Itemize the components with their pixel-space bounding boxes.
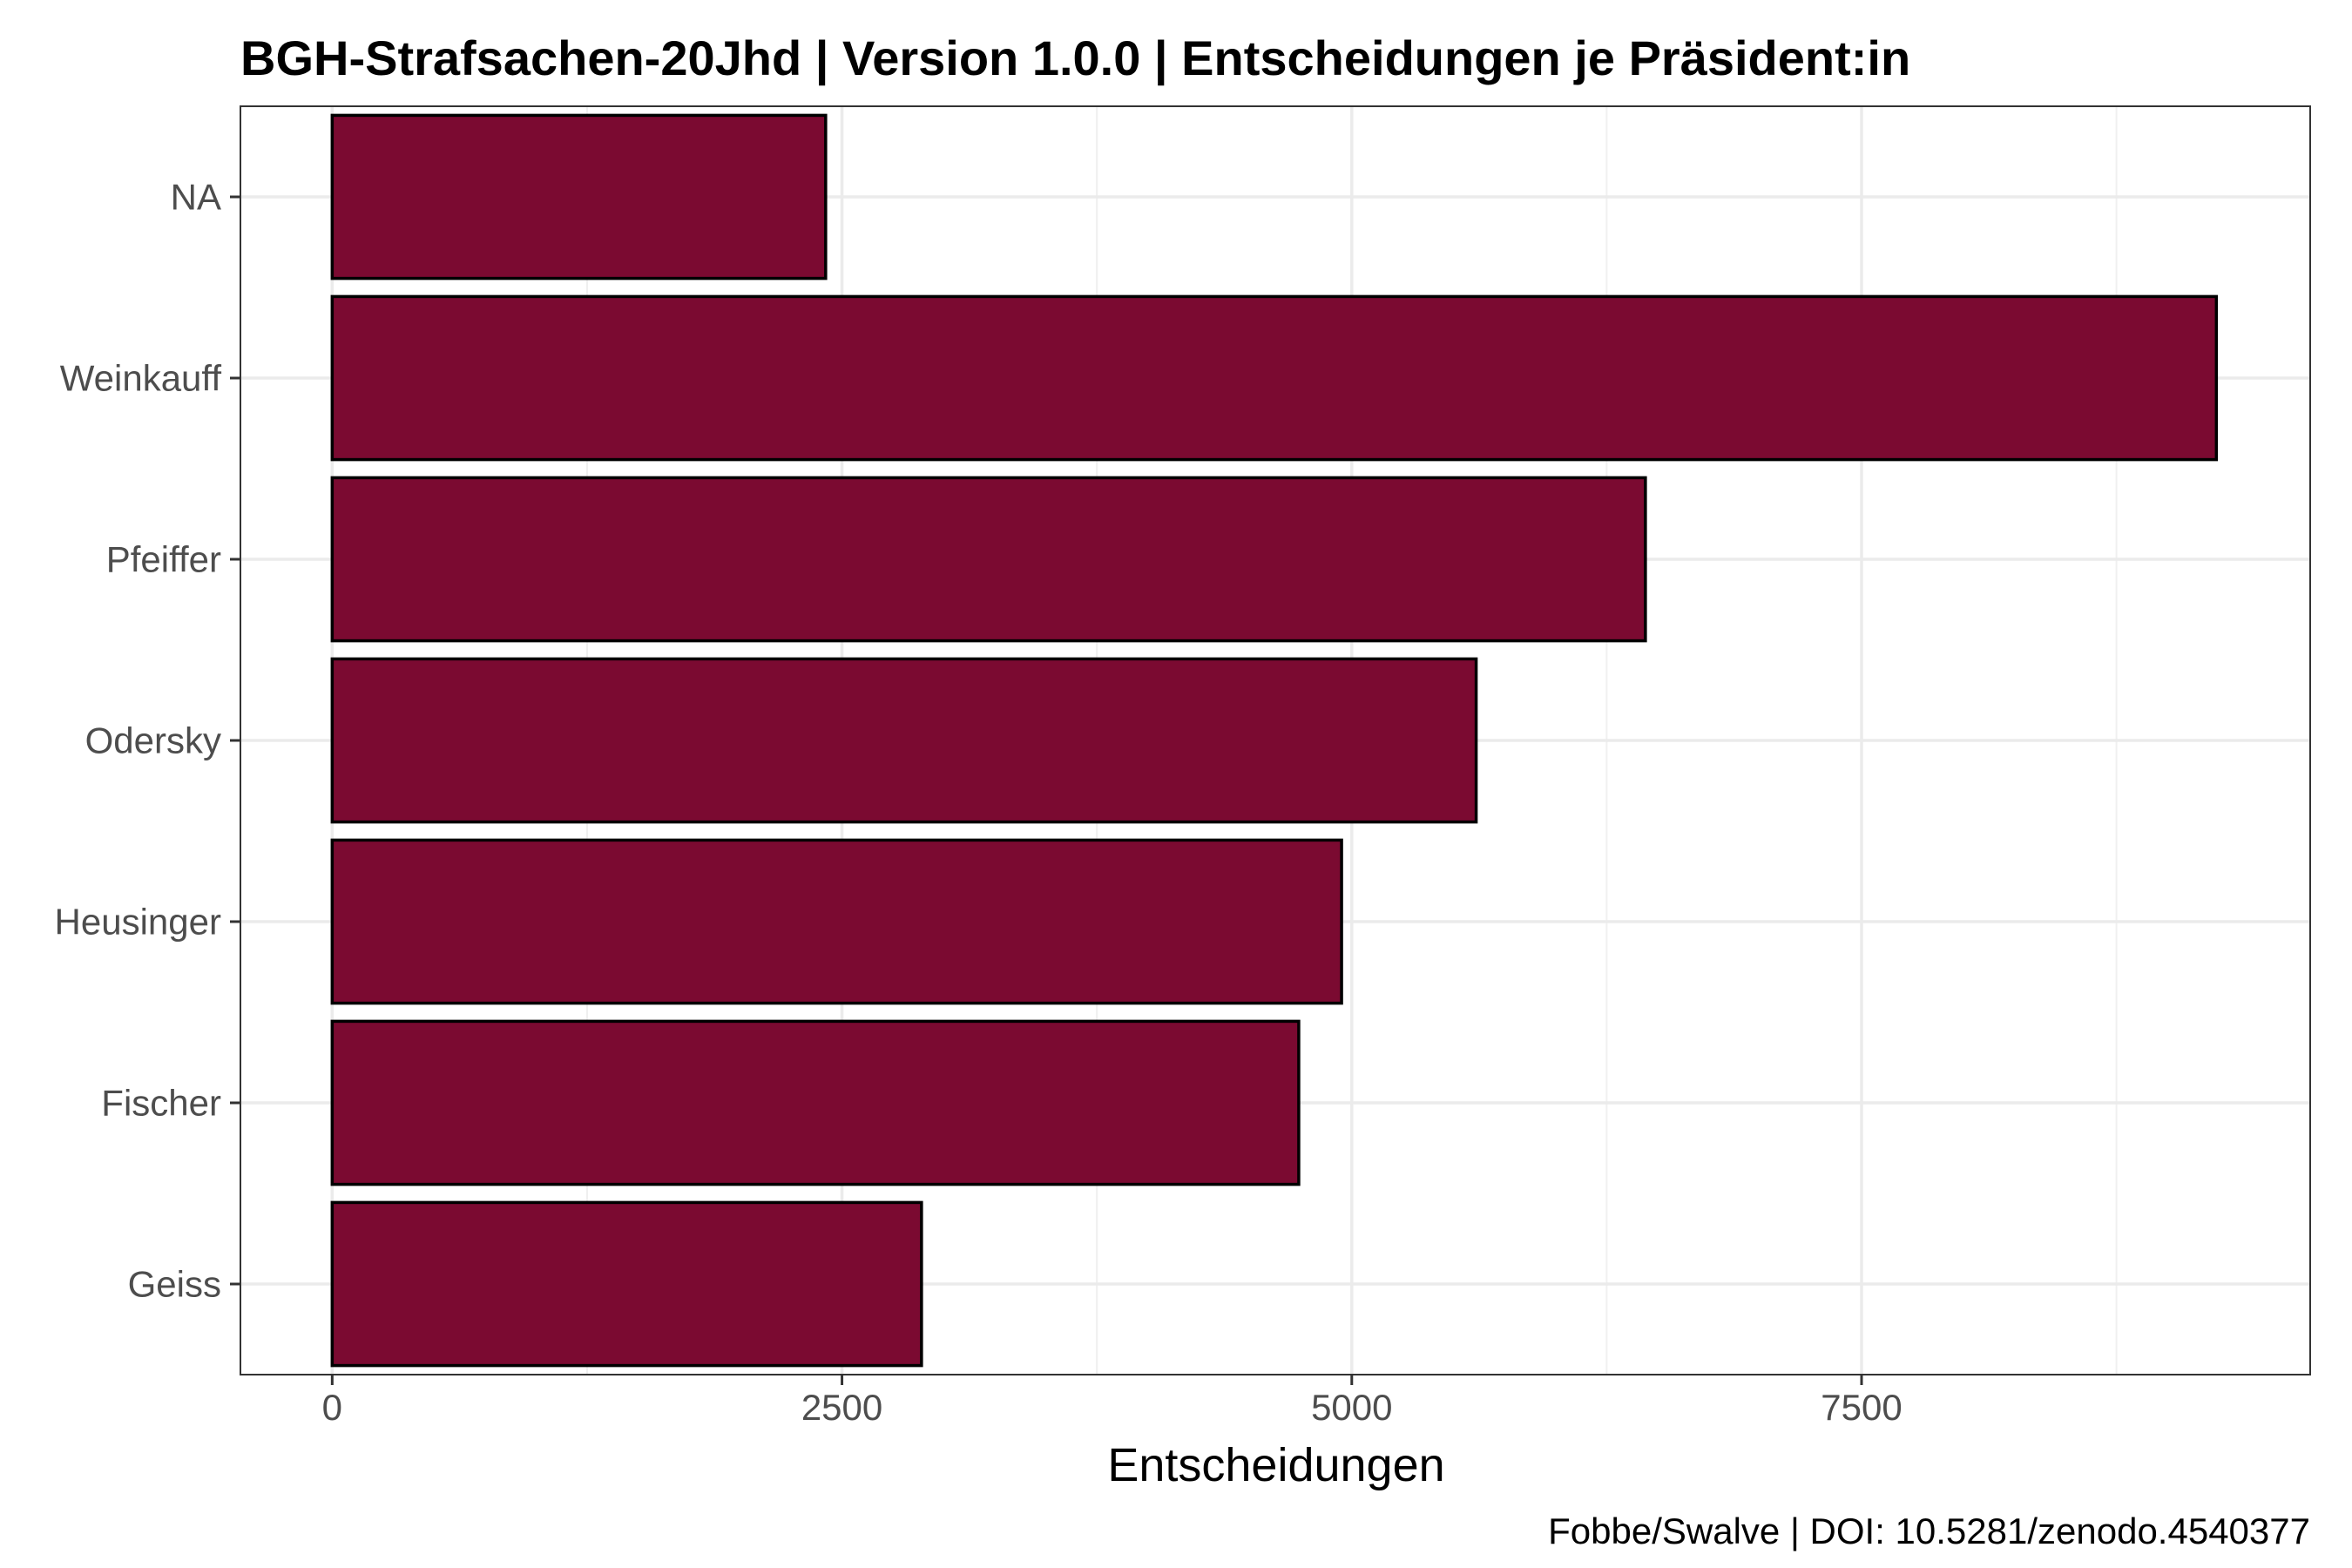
y-tick-label: NA (171, 177, 221, 218)
bar-pfeiffer (330, 476, 1647, 643)
bar-fischer (330, 1019, 1301, 1186)
bars (330, 113, 2219, 1368)
bar-heusinger (330, 838, 1343, 1005)
x-tick-label: 5000 (1311, 1387, 1392, 1428)
bar-odersky (330, 657, 1478, 824)
x-tick-label: 7500 (1821, 1387, 1902, 1428)
x-tick-label: 0 (322, 1387, 342, 1428)
chart-caption: Fobbe/Swalve | DOI: 10.5281/zenodo.45403… (1548, 1511, 2310, 1551)
chart-title: BGH-Strafsachen-20Jhd | Version 1.0.0 | … (240, 30, 1910, 86)
y-tick-label: Odersky (85, 720, 221, 761)
bar-weinkauff (330, 294, 2219, 462)
x-tick-label: 2500 (801, 1387, 882, 1428)
bar-geiss (330, 1200, 923, 1368)
y-tick-label: Pfeiffer (106, 539, 221, 580)
y-tick-label: Heusinger (55, 902, 221, 943)
y-tick-label: Geiss (128, 1264, 221, 1305)
y-axis: NA Weinkauff Pfeiffer Odersky Heusinger Fisch… (55, 177, 240, 1305)
y-tick-label: Fischer (101, 1083, 221, 1124)
x-axis: 0 2500 5000 7500 (322, 1375, 1903, 1428)
bar-na (330, 113, 828, 280)
x-axis-title: Entscheidungen (1107, 1439, 1444, 1491)
y-tick-label: Weinkauff (60, 358, 222, 399)
